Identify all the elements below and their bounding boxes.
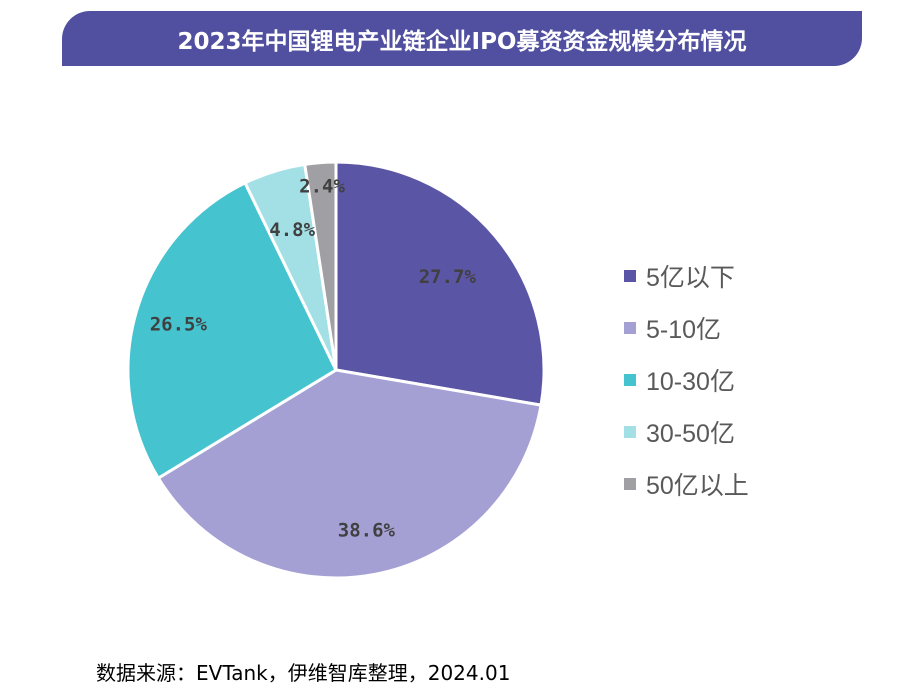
legend-swatch [624, 322, 636, 334]
slice-data-label: 4.8% [269, 219, 315, 241]
slice-data-label: 26.5% [150, 314, 208, 336]
slice-data-label: 27.7% [419, 266, 477, 288]
slice-data-label: 38.6% [338, 519, 396, 541]
pie-slice [303, 160, 338, 371]
slice-data-label: 2.4% [299, 175, 345, 197]
legend-swatch [624, 374, 636, 386]
source-note: 数据来源：EVTank，伊维智库整理，2024.01 [96, 661, 511, 685]
title-bar: 2023年中国锂电产业链企业IPO募资资金规模分布情况 [62, 11, 862, 66]
pie-slice [156, 368, 543, 580]
legend-swatch [624, 270, 636, 282]
pie-slice [334, 160, 546, 407]
legend-item: 30-50亿 [624, 406, 749, 458]
legend: 5亿以下 5-10亿 10-30亿 30-50亿 50亿以上 [624, 250, 749, 510]
legend-item: 5亿以下 [624, 250, 749, 302]
legend-label: 30-50亿 [646, 420, 735, 448]
legend-swatch [624, 478, 636, 490]
legend-label: 5亿以下 [646, 264, 735, 292]
legend-label: 50亿以上 [646, 472, 749, 500]
legend-item: 50亿以上 [624, 458, 749, 510]
legend-item: 5-10亿 [624, 302, 749, 354]
legend-label: 10-30亿 [646, 368, 735, 396]
legend-label: 5-10亿 [646, 316, 722, 344]
chart-title: 2023年中国锂电产业链企业IPO募资资金规模分布情况 [177, 28, 747, 55]
pie-slice [126, 180, 338, 481]
legend-swatch [624, 426, 636, 438]
legend-item: 10-30亿 [624, 354, 749, 406]
